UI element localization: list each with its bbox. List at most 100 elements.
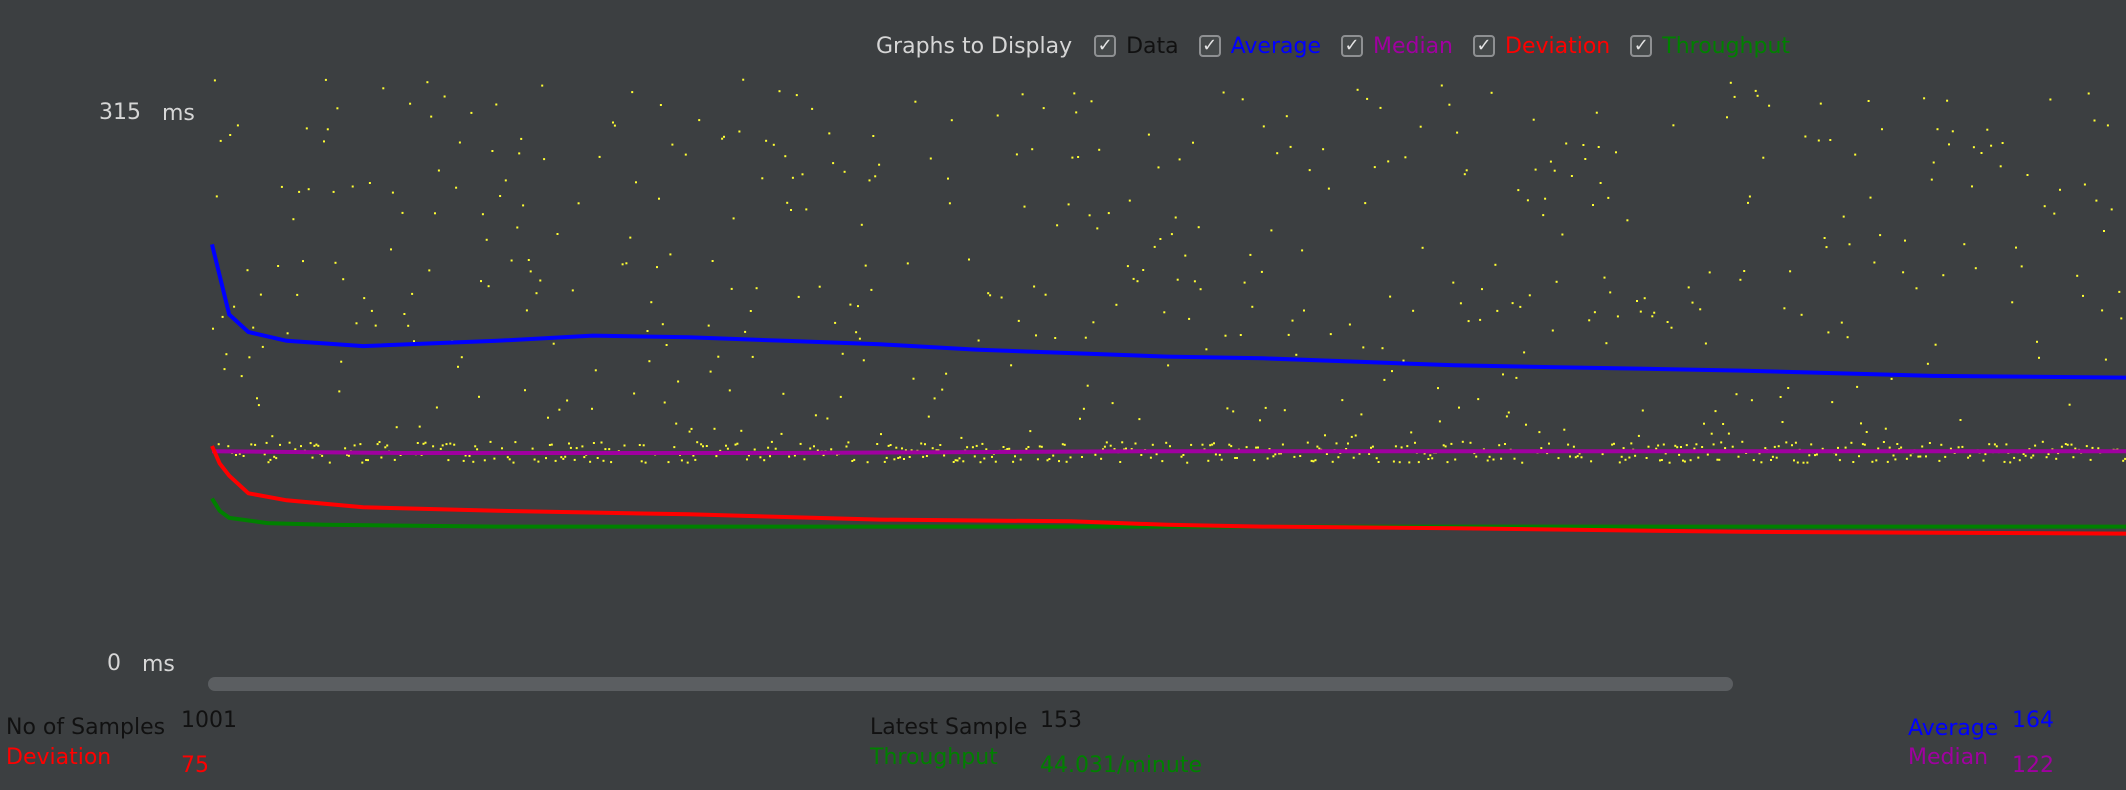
data-point [1283, 409, 1286, 412]
data-point [1595, 111, 1598, 114]
data-point [696, 441, 699, 444]
data-point [508, 458, 511, 461]
data-point [1371, 445, 1374, 448]
data-checkbox[interactable]: ✓ Data [1094, 34, 1179, 59]
data-point [591, 407, 593, 410]
median-checkbox[interactable]: ✓ Median [1340, 34, 1453, 59]
data-point [1683, 460, 1686, 463]
data-point [688, 430, 691, 433]
data-point [1858, 455, 1860, 458]
data-point [332, 190, 335, 193]
data-point [1392, 460, 1395, 463]
data-point [857, 305, 859, 308]
average-value: 164 [2012, 708, 2054, 733]
data-point [1735, 393, 1738, 396]
data-point [1044, 293, 1047, 296]
data-point [1624, 458, 1627, 461]
data-point [1408, 461, 1411, 464]
data-point [1165, 441, 1168, 444]
data-point [707, 324, 710, 327]
data-point [726, 447, 729, 450]
data-point [556, 233, 559, 235]
data-point [236, 124, 239, 127]
data-point [713, 427, 716, 430]
data-point [788, 455, 791, 458]
data-point [1103, 445, 1106, 448]
data-point [2001, 142, 2004, 144]
data-point [2110, 208, 2113, 211]
data-point [1341, 399, 1344, 402]
data-point [1934, 343, 1937, 346]
data-point [602, 459, 605, 462]
data-point [809, 447, 812, 450]
data-point [1335, 442, 1338, 445]
data-point [650, 301, 653, 304]
data-point [455, 186, 458, 189]
data-point [1712, 443, 1715, 446]
data-point [401, 211, 404, 214]
data-point [1406, 445, 1409, 448]
data-point [847, 441, 850, 444]
data-point [920, 442, 923, 445]
data-point [2018, 459, 2021, 462]
data-point [1048, 458, 1051, 460]
horizontal-scrollbar[interactable] [208, 677, 1733, 691]
data-point [292, 218, 295, 221]
data-point [1783, 307, 1786, 310]
data-point [1599, 182, 1602, 184]
data-point [1479, 318, 1482, 321]
data-point [1075, 111, 1078, 114]
data-point [791, 176, 794, 179]
data-point [2011, 301, 2014, 304]
data-point [1748, 195, 1751, 198]
data-point [545, 457, 547, 460]
data-point [1465, 169, 1468, 172]
data-point [880, 433, 882, 436]
data-point [1084, 336, 1087, 339]
data-point [755, 287, 758, 290]
data-point [286, 332, 289, 335]
data-point [1038, 445, 1041, 448]
data-point [1519, 305, 1522, 308]
throughput-checkbox[interactable]: ✓ Throughput [1630, 34, 1790, 59]
data-point [1094, 453, 1097, 456]
data-point [1316, 445, 1319, 448]
data-point [1877, 447, 1880, 450]
data-point [629, 236, 632, 239]
data-point [1105, 441, 1108, 444]
data-point [443, 95, 446, 98]
data-point [751, 355, 754, 358]
data-point [1469, 441, 1472, 444]
data-point [600, 441, 603, 444]
data-point [1739, 278, 1742, 281]
data-point [1616, 315, 1619, 318]
data-point [1387, 160, 1390, 163]
data-point [334, 261, 337, 264]
data-point [770, 440, 773, 443]
y-min-label: 0 [107, 651, 121, 676]
data-point [1764, 447, 1767, 450]
data-point [2101, 309, 2104, 312]
data-point [1280, 452, 1282, 455]
data-point [524, 389, 526, 392]
deviation-checkbox[interactable]: ✓ Deviation [1473, 34, 1610, 59]
data-point [1641, 409, 1644, 412]
data-point [1289, 145, 1292, 148]
data-point [1549, 160, 1552, 163]
data-point [1850, 441, 1853, 444]
data-point [485, 238, 488, 241]
data-point [612, 121, 614, 124]
data-point [403, 313, 406, 315]
data-point [1370, 446, 1372, 449]
data-point [581, 445, 584, 448]
data-point [413, 340, 415, 343]
data-point [1657, 444, 1660, 447]
data-point [1722, 423, 1725, 425]
data-point [2064, 443, 2067, 445]
data-point [1427, 458, 1430, 460]
data-point [673, 446, 676, 449]
average-checkbox[interactable]: ✓ Average [1198, 34, 1321, 59]
data-point [583, 456, 586, 459]
data-point [537, 460, 540, 463]
data-point [1115, 303, 1118, 306]
